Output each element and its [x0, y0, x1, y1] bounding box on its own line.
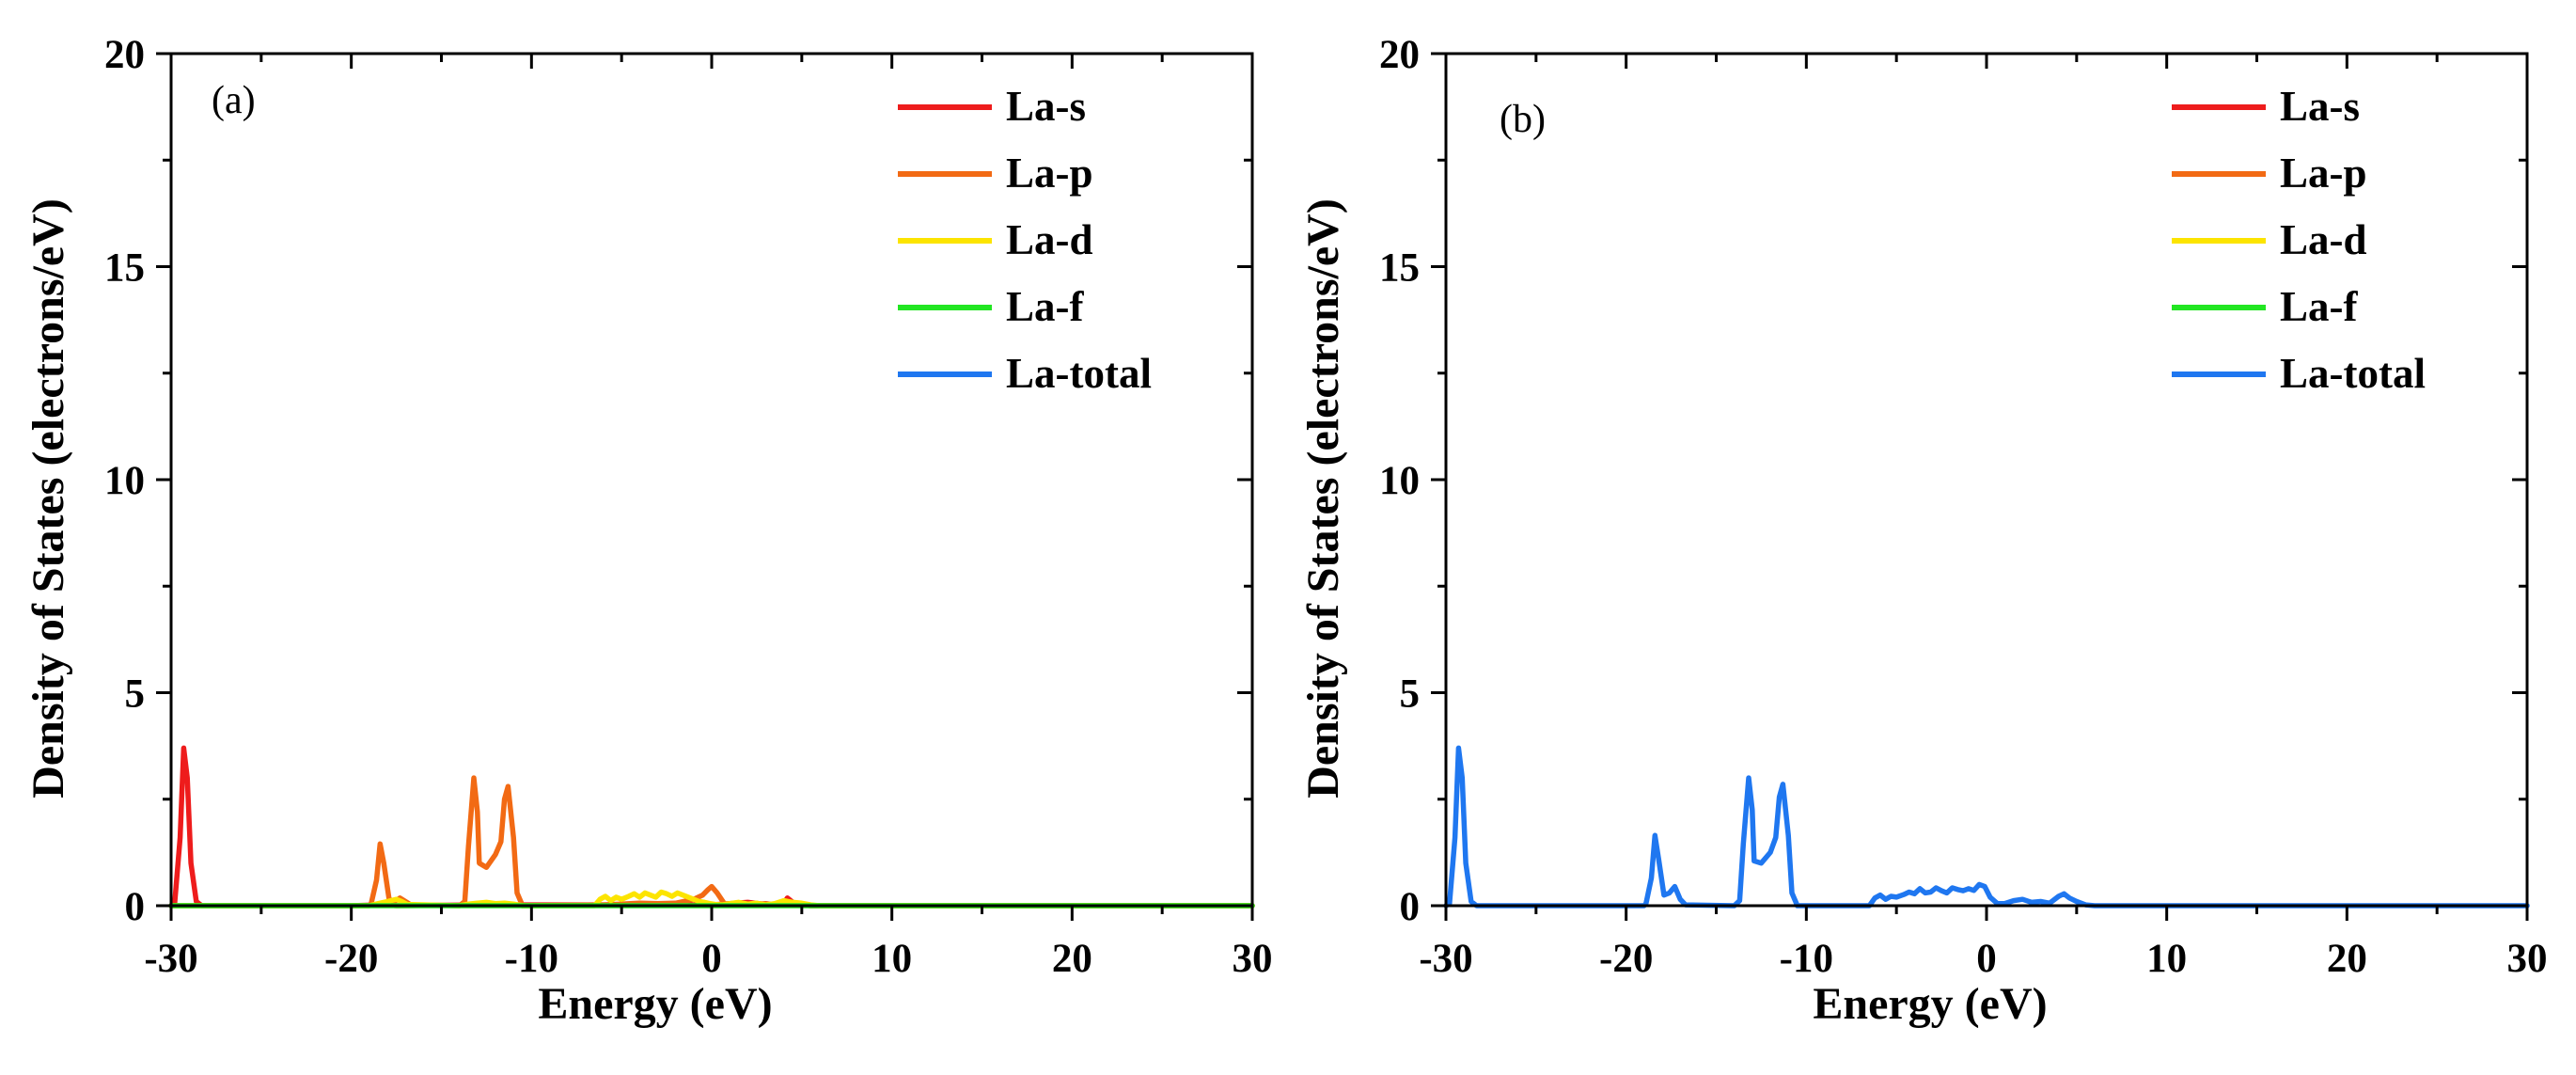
series-line-la-p	[168, 775, 1255, 909]
x-tick-label: 20	[2327, 937, 2367, 981]
legend-label-la-f: La-f	[1006, 283, 1085, 330]
y-tick-label: 20	[1379, 33, 1420, 77]
x-tick-label: -20	[324, 937, 378, 981]
legend-label-la-s: La-s	[1006, 83, 1086, 130]
y-tick-label: 0	[1400, 885, 1421, 929]
x-tick-label: 30	[1233, 937, 1273, 981]
legend-label-la-p: La-p	[1006, 150, 1093, 197]
x-tick-label: -10	[1780, 937, 1833, 981]
x-tick-label: 0	[701, 937, 722, 981]
x-tick-label: -30	[144, 937, 197, 981]
legend-label-la-s: La-s	[2280, 83, 2360, 130]
y-tick-label: 15	[1379, 246, 1420, 291]
legend-label-la-d: La-d	[1006, 216, 1093, 263]
y-tick-label: 0	[125, 885, 146, 929]
x-tick-label: -20	[1599, 937, 1653, 981]
x-tick-label: 30	[2507, 937, 2548, 981]
x-axis-title: Energy (eV)	[538, 979, 772, 1029]
chart-panel-b: -30 -20 -10 0 10 20 30 0 5 10 15 20 Energy (eV) Densi…	[1298, 33, 2548, 1029]
y-axis-title: Density of States (electrons/eV)	[24, 198, 73, 798]
chart-panel-a: -30 -20 -10 0 10 20 30 0 5 10 15 20 Energy (eV) Densi…	[24, 33, 1273, 1029]
y-tick-label: 20	[104, 33, 145, 77]
series-line-la-s	[168, 745, 1255, 909]
y-tick-label: 15	[104, 246, 145, 291]
x-axis-title: Energy (eV)	[1813, 979, 2047, 1029]
legend-label-la-total: La-total	[2280, 350, 2426, 397]
legend-label-la-d: La-d	[2280, 216, 2367, 263]
y-tick-label: 10	[104, 459, 145, 503]
x-tick-label: -30	[1419, 937, 1472, 981]
y-tick-label: 5	[125, 672, 146, 717]
panel-label: (a)	[212, 79, 256, 122]
panel-label: (b)	[1500, 98, 1546, 141]
legend-label-la-total: La-total	[1006, 350, 1152, 397]
x-tick-label: 10	[2146, 937, 2187, 981]
x-tick-label: 0	[1976, 937, 1997, 981]
y-axis-title: Density of States (electrons/eV)	[1298, 198, 1348, 798]
x-tick-label: 10	[872, 937, 912, 981]
x-tick-label: -10	[505, 937, 558, 981]
legend-label-la-f: La-f	[2280, 283, 2359, 330]
series-line-la-total	[1443, 745, 2530, 909]
x-tick-label: 20	[1052, 937, 1092, 981]
y-tick-label: 5	[1400, 672, 1421, 717]
legend-label-la-p: La-p	[2280, 150, 2367, 197]
y-tick-label: 10	[1379, 459, 1420, 503]
